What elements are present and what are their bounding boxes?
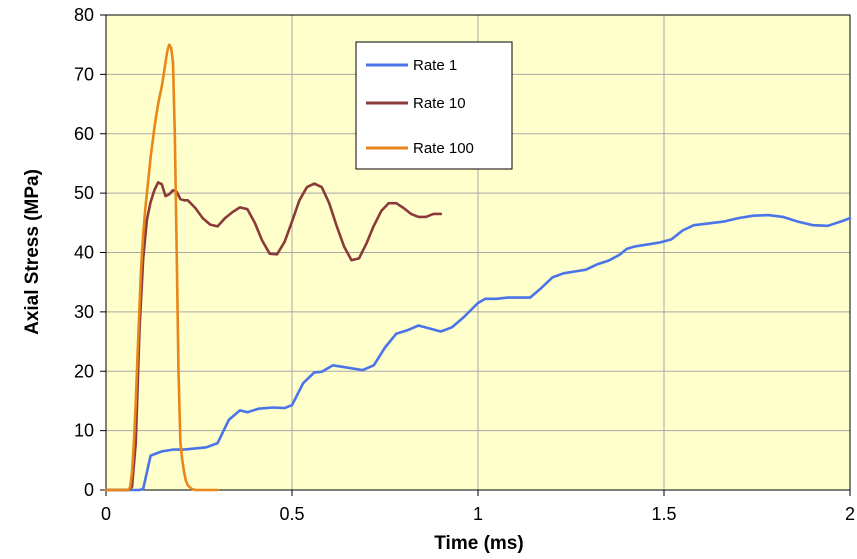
- series-lines: [104, 43, 852, 492]
- legend-label-rate-10: Rate 10: [413, 95, 466, 112]
- y-tick-label: 30: [74, 302, 94, 322]
- y-tick-label: 50: [74, 183, 94, 203]
- y-tick-label: 80: [74, 5, 94, 25]
- x-tick-label: 1.5: [651, 504, 676, 524]
- y-tick-label: 0: [84, 480, 94, 500]
- x-tick-label: 0.5: [279, 504, 304, 524]
- y-tick-label: 70: [74, 64, 94, 84]
- legend-label-rate-1: Rate 1: [413, 57, 457, 74]
- x-tick-label: 1: [473, 504, 483, 524]
- y-tick-label: 60: [74, 124, 94, 144]
- y-tick-label: 10: [74, 421, 94, 441]
- series-line-rate-10: [104, 181, 443, 492]
- series-line-rate-100: [104, 43, 219, 492]
- y-axis-title: Axial Stress (MPa): [22, 169, 43, 335]
- x-axis-title: Time (ms): [434, 533, 523, 554]
- legend: Rate 1 Rate 10 Rate 100: [355, 41, 513, 170]
- y-tick-label: 40: [74, 243, 94, 263]
- x-tick-label: 0: [101, 504, 111, 524]
- legend-label-rate-100: Rate 100: [413, 140, 474, 157]
- y-tick-label: 20: [74, 361, 94, 381]
- series-line-rate-1: [104, 213, 852, 492]
- axis-ticks: 0 10 20 30 40 50 60 70 80 0 0.5 1 1.5 2: [74, 5, 855, 524]
- x-tick-label: 2: [845, 504, 855, 524]
